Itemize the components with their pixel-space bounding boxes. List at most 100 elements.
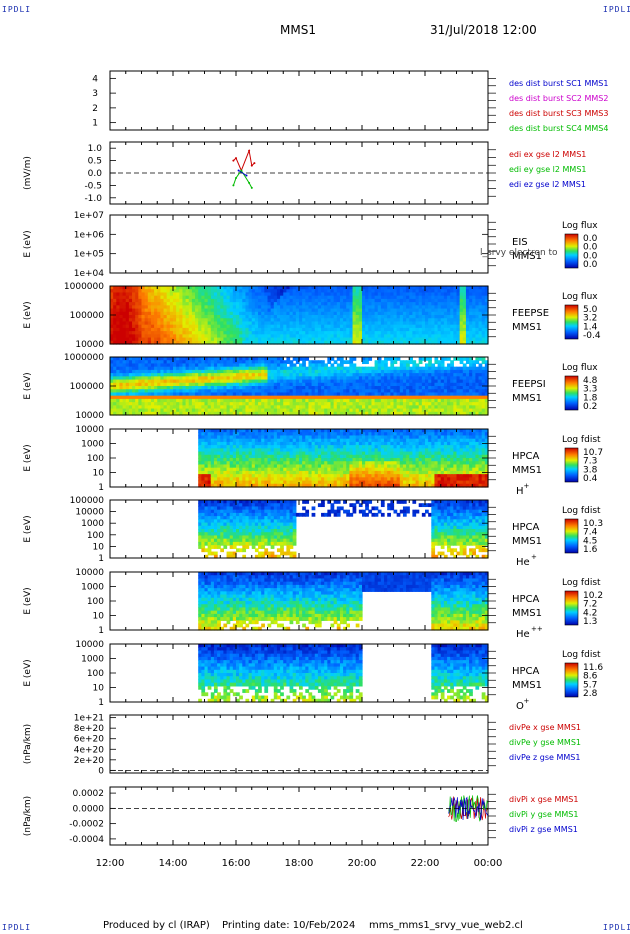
- heatmap-cell: [431, 366, 436, 371]
- y-tick-label: 100000: [70, 382, 105, 392]
- heatmap-cell: [267, 369, 272, 374]
- heatmap-cell: [248, 286, 253, 290]
- heatmap-cell: [236, 379, 240, 384]
- heatmap-cell: [402, 360, 407, 365]
- heatmap-cell: [443, 321, 448, 326]
- heatmap-cell: [450, 331, 454, 335]
- heatmap-cell: [352, 395, 357, 400]
- heatmap-cell: [144, 298, 149, 303]
- data-point: [235, 157, 237, 160]
- heatmap-cell: [384, 392, 388, 397]
- heatmap-cell: [245, 366, 250, 371]
- heatmap-cell: [321, 305, 325, 310]
- heatmap-cell: [254, 405, 259, 410]
- heatmap-cell: [402, 315, 407, 319]
- heatmap-cell: [292, 334, 297, 339]
- heatmap-cell: [434, 298, 439, 303]
- heatmap-cell: [138, 318, 143, 323]
- heatmap-cell: [425, 302, 429, 306]
- heatmap-cell: [229, 315, 234, 319]
- heatmap-cell: [261, 411, 265, 416]
- heatmap-cell: [384, 292, 388, 297]
- heatmap-cell: [368, 398, 373, 403]
- heatmap-cell: [229, 398, 234, 403]
- heatmap-cell: [418, 408, 423, 413]
- heatmap-cell: [440, 357, 445, 361]
- heatmap-cell: [314, 289, 319, 294]
- heatmap-cell: [150, 373, 155, 377]
- heatmap-cell: [346, 321, 350, 326]
- heatmap-cell: [119, 302, 124, 306]
- heatmap-cell: [132, 373, 136, 377]
- heatmap-cell: [150, 308, 155, 313]
- heatmap-cell: [122, 340, 127, 345]
- heatmap-cell: [453, 331, 458, 335]
- heatmap-cell: [456, 318, 461, 323]
- heatmap-cell: [384, 311, 388, 316]
- heatmap-cell: [469, 321, 473, 326]
- heatmap-cell: [207, 435, 212, 440]
- heatmap-cell: [201, 360, 206, 365]
- heatmap-cell: [453, 321, 458, 326]
- heatmap-cell: [232, 327, 237, 332]
- heatmap-cell: [299, 379, 303, 384]
- heatmap-cell: [207, 474, 212, 478]
- heatmap-cell: [415, 324, 420, 329]
- heatmap-cell: [374, 405, 379, 410]
- heatmap-cell: [339, 379, 344, 384]
- heatmap-cell: [377, 382, 382, 387]
- heatmap-cell: [169, 382, 174, 387]
- heatmap-cell: [484, 308, 489, 313]
- heatmap-cell: [160, 302, 165, 306]
- heatmap-cell: [144, 334, 149, 339]
- heatmap-cell: [440, 331, 445, 335]
- heatmap-cell: [179, 321, 184, 326]
- heatmap-cell: [248, 324, 253, 329]
- heatmap-cell: [169, 405, 174, 410]
- heatmap-cell: [125, 369, 130, 374]
- heatmap-cell: [248, 331, 253, 335]
- heatmap-cell: [267, 392, 272, 397]
- heatmap-cell: [333, 331, 338, 335]
- heatmap-cell: [173, 411, 177, 416]
- heatmap-cell: [465, 373, 470, 377]
- heatmap-cell: [399, 327, 404, 332]
- heatmap-cell: [254, 305, 259, 310]
- heatmap-cell: [327, 386, 332, 390]
- heatmap-cell: [478, 340, 483, 345]
- heatmap-cell: [465, 311, 470, 316]
- heatmap-cell: [119, 311, 124, 316]
- heatmap-cell: [365, 392, 369, 397]
- heatmap-cell: [343, 360, 347, 365]
- heatmap-cell: [299, 305, 303, 310]
- heatmap-cell: [229, 395, 234, 400]
- heatmap-cell: [390, 373, 395, 377]
- heatmap-cell: [254, 286, 259, 290]
- heatmap-cell: [330, 382, 335, 387]
- heatmap-cell: [110, 337, 114, 342]
- heatmap-cell: [147, 308, 152, 313]
- heatmap-cell: [339, 305, 344, 310]
- heatmap-cell: [245, 389, 250, 394]
- plot-area: [110, 215, 488, 273]
- heatmap-cell: [254, 357, 259, 361]
- heatmap-cell: [374, 292, 379, 297]
- heatmap-cell: [122, 408, 127, 413]
- heatmap-cell: [308, 302, 313, 306]
- heatmap-cell: [425, 366, 429, 371]
- heatmap-cell: [232, 292, 237, 297]
- heatmap-cell: [147, 363, 152, 368]
- heatmap-cell: [299, 392, 303, 397]
- heatmap-cell: [150, 327, 155, 332]
- heatmap-cell: [450, 389, 454, 394]
- heatmap-cell: [179, 286, 184, 290]
- heatmap-cell: [254, 302, 259, 306]
- heatmap-cell: [418, 311, 423, 316]
- heatmap-cell: [119, 357, 124, 361]
- heatmap-cell: [324, 292, 328, 297]
- heatmap-cell: [418, 286, 423, 290]
- heatmap-cell: [443, 318, 448, 323]
- heatmap-cell: [213, 327, 218, 332]
- heatmap-cell: [336, 340, 341, 345]
- heatmap-cell: [459, 373, 464, 377]
